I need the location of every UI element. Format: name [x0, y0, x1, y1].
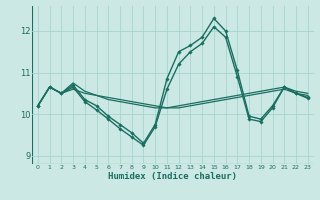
- X-axis label: Humidex (Indice chaleur): Humidex (Indice chaleur): [108, 172, 237, 181]
